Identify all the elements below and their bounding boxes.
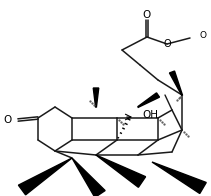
Text: O: O [200,31,207,40]
Text: O: O [143,10,151,20]
Polygon shape [72,158,105,196]
Text: OH: OH [142,110,158,120]
Polygon shape [138,93,160,107]
Polygon shape [169,71,182,95]
Text: O: O [163,39,171,49]
Polygon shape [18,158,72,195]
Polygon shape [93,88,99,107]
Polygon shape [96,155,146,187]
Text: O: O [4,115,12,125]
Polygon shape [152,162,206,193]
